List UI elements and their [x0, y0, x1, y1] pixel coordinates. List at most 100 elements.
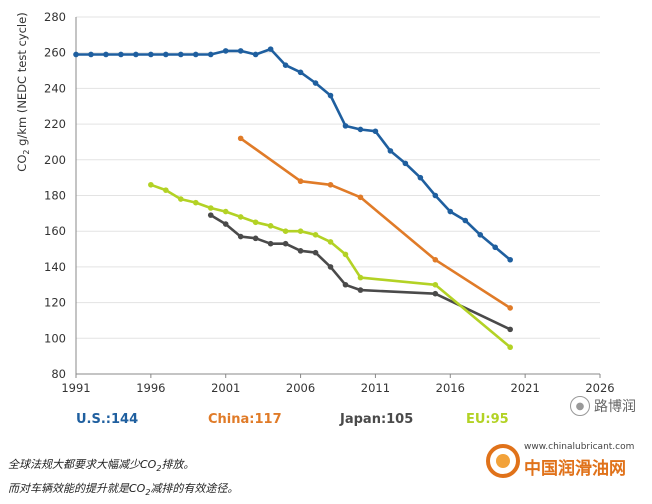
data-point-eu [148, 181, 154, 188]
data-point-eu [192, 199, 199, 206]
data-point-u-s [297, 69, 304, 76]
data-point-u-s [462, 217, 469, 224]
series-line-japan [209, 213, 512, 331]
data-point-japan [282, 240, 289, 247]
legend-item: Japan:105 [339, 412, 413, 427]
data-point-eu [282, 228, 289, 234]
x-tick-label: 2011 [361, 381, 390, 395]
y-tick-label: 180 [44, 189, 66, 203]
y-tick-label: 80 [51, 367, 66, 381]
data-point-u-s [207, 51, 214, 58]
legend-item: EU:95 [466, 412, 509, 427]
data-point-eu [178, 196, 184, 202]
data-point-u-s [417, 174, 424, 181]
data-point-u-s [492, 244, 499, 251]
site-logo: www.chinalubricant.com 中国润滑油网 [486, 440, 646, 496]
data-point-u-s [252, 51, 259, 58]
data-point-u-s [432, 192, 439, 199]
watermark-text: 路博润 [594, 399, 636, 415]
data-point-japan [267, 240, 274, 247]
data-point-u-s [103, 51, 109, 58]
x-tick-label: 2026 [585, 381, 614, 395]
data-point-japan [342, 281, 349, 288]
x-tick-label: 2016 [436, 381, 465, 395]
y-tick-label: 240 [44, 81, 66, 95]
data-point-china [357, 194, 364, 201]
y-axis-title-sub: 2 [22, 150, 31, 155]
caption-line-1: 全球法规大都要求大幅减少CO2排放。 [8, 456, 194, 473]
y-tick-label: 200 [44, 153, 66, 167]
x-tick-label: 1996 [136, 381, 165, 395]
y-axis-title-rest: g/km (NEDC test cycle) [15, 12, 29, 149]
y-tick-label: 100 [44, 331, 66, 345]
caption-line-1-b: 排放。 [161, 458, 195, 471]
x-tick-label: 1991 [61, 381, 90, 395]
data-point-japan [312, 249, 319, 256]
y-tick-label: 280 [44, 10, 66, 24]
logo-name: 中国润滑油网 [524, 459, 626, 479]
data-point-u-s [507, 256, 513, 263]
x-tick-label: 2021 [511, 381, 540, 395]
chart-axes: 80 100 120 140 160 180 200 220 240 260 280 1991 1996… [44, 10, 615, 395]
y-axis-title-main: CO [15, 155, 29, 172]
data-point-u-s [73, 51, 79, 58]
data-point-u-s [222, 48, 229, 54]
x-tick-label: 2001 [211, 381, 240, 395]
y-tick-label: 120 [44, 296, 66, 310]
data-point-eu [207, 205, 214, 211]
chart-legend: U.S.:144 China:117 Japan:105 EU:95 [76, 412, 509, 427]
data-point-u-s [163, 51, 169, 58]
data-point-japan [222, 221, 229, 227]
caption-line-2-a: 而对车辆效能的提升就是CO [8, 482, 146, 495]
caption-line-1-a: 全球法规大都要求大幅减少CO [8, 458, 157, 471]
data-point-japan [237, 233, 244, 240]
series-line-u-s [74, 47, 512, 262]
data-point-eu [163, 187, 169, 193]
data-point-u-s [477, 231, 484, 238]
data-point-eu [327, 239, 334, 245]
data-point-japan [507, 326, 513, 333]
caption-line-2-b: 减排的有效途径。 [150, 482, 239, 495]
chart-grid [76, 16, 600, 339]
data-point-eu [507, 344, 513, 351]
data-point-japan [327, 264, 334, 270]
data-point-japan [207, 212, 214, 218]
caption-line-2: 而对车辆效能的提升就是CO2减排的有效途径。 [8, 480, 238, 497]
chart-series [73, 46, 513, 351]
data-point-u-s [118, 51, 124, 58]
wechat-icon: ● [570, 396, 590, 416]
y-tick-label: 160 [44, 224, 66, 238]
legend-item: China:117 [208, 412, 282, 427]
data-point-u-s [192, 51, 199, 58]
data-point-japan [252, 235, 259, 242]
data-point-china [507, 305, 513, 311]
data-point-china [237, 135, 244, 142]
data-point-eu [267, 223, 274, 229]
data-point-japan [297, 248, 304, 254]
logo-url: www.chinalubricant.com [524, 442, 635, 452]
data-point-u-s [327, 92, 334, 99]
data-point-china [327, 181, 334, 188]
data-point-u-s [88, 51, 94, 58]
data-point-u-s [312, 80, 319, 86]
y-tick-label: 220 [44, 117, 66, 131]
y-axis-title: CO2 g/km (NEDC test cycle) [15, 12, 31, 171]
y-tick-label: 140 [44, 260, 66, 274]
data-point-u-s [148, 51, 154, 58]
data-point-eu [222, 208, 229, 215]
data-point-u-s [178, 51, 184, 58]
data-point-eu [297, 228, 304, 234]
data-point-eu [312, 231, 319, 238]
data-point-china [297, 178, 304, 185]
data-point-u-s [282, 62, 289, 68]
data-point-eu [252, 219, 259, 226]
data-point-eu [237, 214, 244, 220]
data-point-eu [432, 281, 439, 288]
y-tick-label: 260 [44, 46, 66, 60]
data-point-u-s [402, 160, 409, 167]
data-point-u-s [133, 51, 139, 58]
series-line-china [239, 137, 512, 310]
data-point-eu [357, 274, 364, 281]
data-point-u-s [357, 126, 364, 133]
